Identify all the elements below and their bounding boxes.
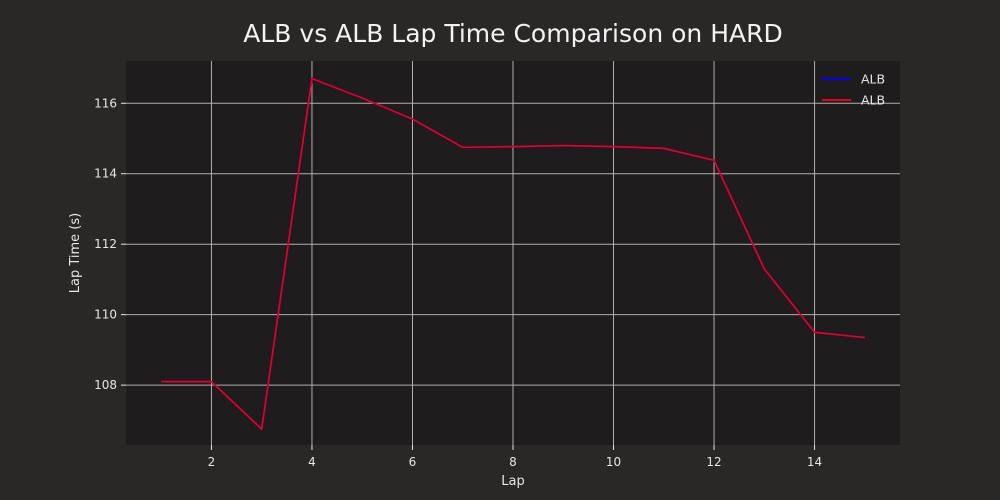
legend: ALB ALB — [822, 72, 885, 108]
series-lines — [161, 77, 865, 430]
x-tick-label: 12 — [706, 455, 721, 469]
series-line-2 — [161, 77, 865, 430]
x-tick-label: 10 — [606, 455, 621, 469]
legend-label-1: ALB — [861, 72, 885, 87]
x-tick-label: 2 — [208, 455, 216, 469]
legend-label-2: ALB — [861, 93, 885, 108]
y-tick-label: 110 — [94, 308, 117, 322]
y-tick-label: 116 — [94, 96, 117, 110]
chart-title: ALB vs ALB Lap Time Comparison on HARD — [243, 19, 782, 48]
axis-ticks: 2 4 6 8 10 12 14 108 110 112 114 116 — [94, 96, 822, 469]
x-tick-label: 4 — [308, 455, 316, 469]
y-tick-label: 112 — [94, 237, 117, 251]
grid-lines — [126, 61, 900, 445]
x-tick-label: 8 — [509, 455, 517, 469]
y-tick-label: 114 — [94, 167, 117, 181]
y-tick-label: 108 — [94, 378, 117, 392]
x-tick-label: 14 — [807, 455, 822, 469]
y-axis-label: Lap Time (s) — [68, 213, 83, 293]
x-tick-label: 6 — [409, 455, 417, 469]
x-axis-label: Lap — [501, 474, 524, 489]
